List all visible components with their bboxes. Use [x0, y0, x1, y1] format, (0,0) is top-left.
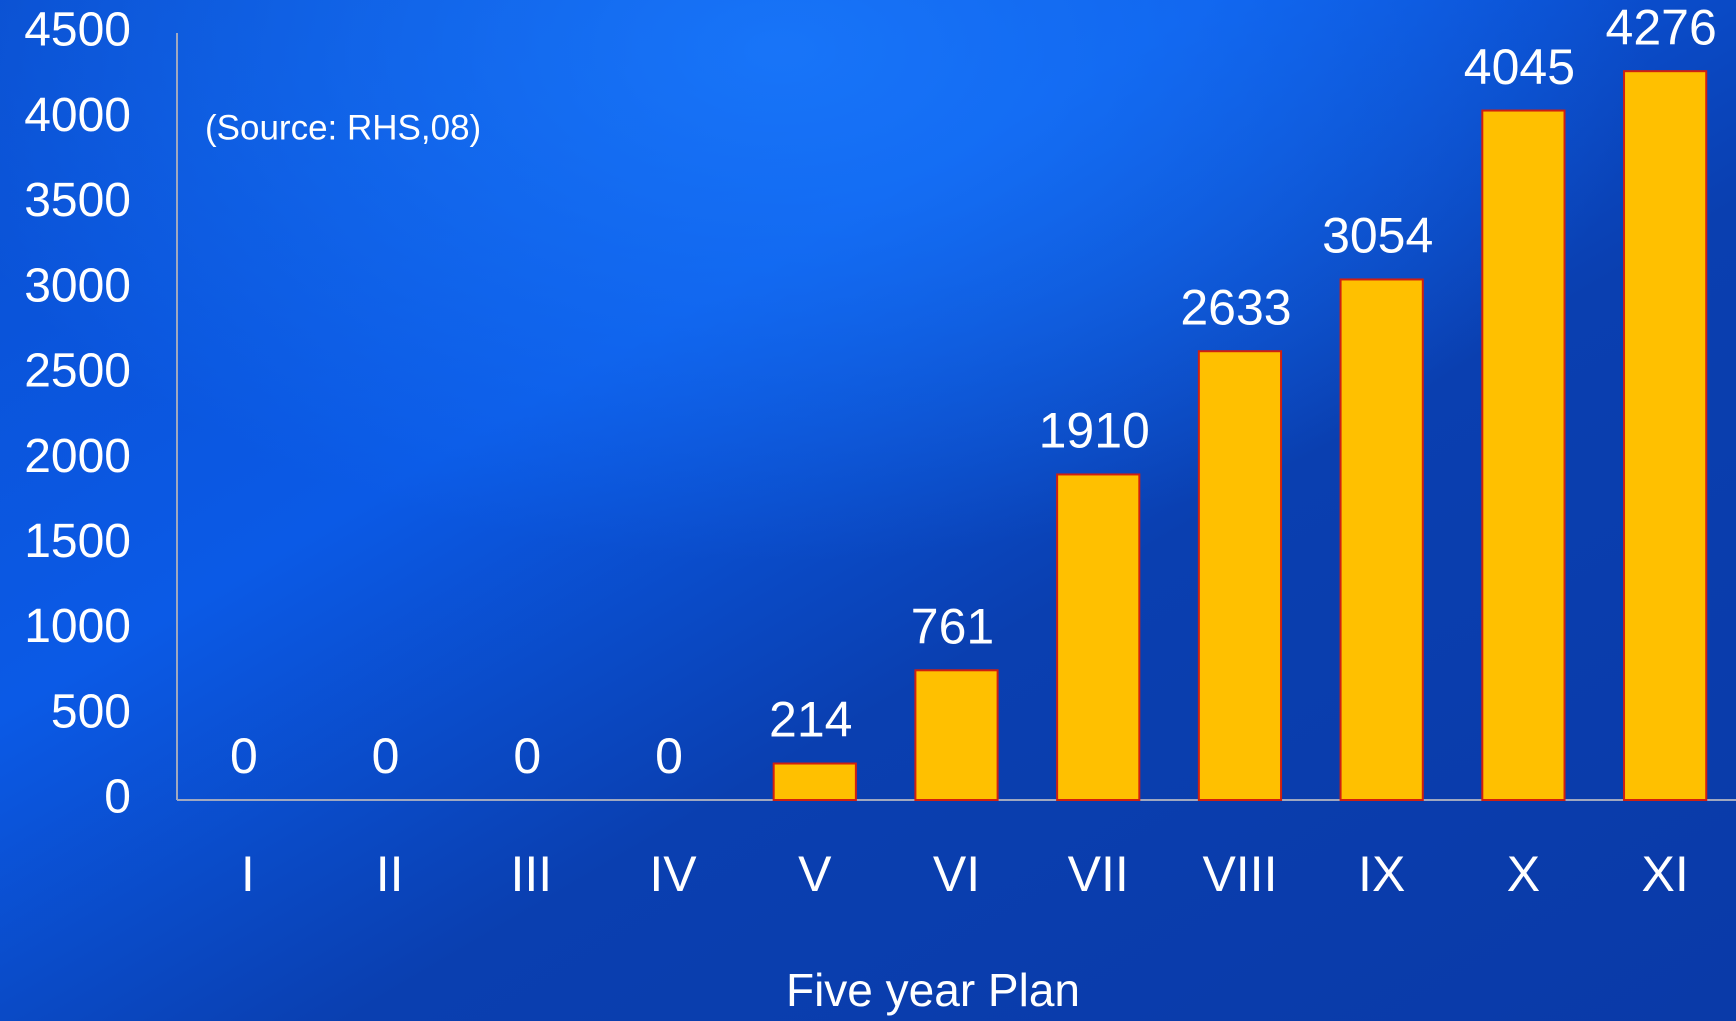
bar	[1481, 109, 1566, 801]
value-label: 0	[655, 728, 683, 784]
bar	[1197, 350, 1283, 801]
value-label: 0	[230, 728, 258, 784]
x-tick-label: XI	[1642, 846, 1689, 902]
value-label: 3054	[1322, 208, 1433, 264]
value-label: 4045	[1464, 39, 1575, 95]
y-tick-label: 500	[51, 685, 131, 738]
bar	[1339, 278, 1424, 802]
value-label: 0	[372, 728, 400, 784]
annotation: (Source: RHS,08)	[205, 108, 481, 147]
x-tick-label: VIII	[1202, 846, 1277, 902]
bar	[1056, 473, 1141, 801]
x-tick-label: VII	[1068, 846, 1129, 902]
value-label: 214	[769, 692, 852, 748]
value-label: 0	[513, 728, 541, 784]
bar	[772, 762, 857, 802]
value-label: 761	[911, 598, 994, 654]
y-tick-label: 2500	[24, 345, 131, 398]
x-tick-label: III	[510, 846, 552, 902]
x-tick-label: I	[241, 846, 255, 902]
x-tick-label: VI	[933, 846, 980, 902]
x-tick-label: X	[1507, 846, 1540, 902]
y-tick-label: 0	[104, 771, 131, 824]
bar	[914, 669, 999, 801]
x-tick-label: V	[798, 846, 832, 902]
y-tick-label: 3000	[24, 259, 131, 312]
y-tick-label: 2000	[24, 430, 131, 483]
x-tick-label: II	[376, 846, 404, 902]
value-label: 4276	[1606, 0, 1717, 55]
y-tick-label: 4000	[24, 89, 131, 142]
value-label: 2633	[1180, 279, 1291, 335]
y-tick-label: 1500	[24, 515, 131, 568]
y-tick-label: 1000	[24, 600, 131, 653]
value-label: 1910	[1039, 403, 1150, 459]
x-axis-title: Five year Plan	[786, 964, 1080, 1016]
x-tick-label: IV	[649, 846, 697, 902]
x-tick-label: IX	[1358, 846, 1405, 902]
y-tick-label: 3500	[24, 174, 131, 227]
bar	[1623, 70, 1708, 801]
y-tick-label: 4500	[24, 4, 131, 57]
